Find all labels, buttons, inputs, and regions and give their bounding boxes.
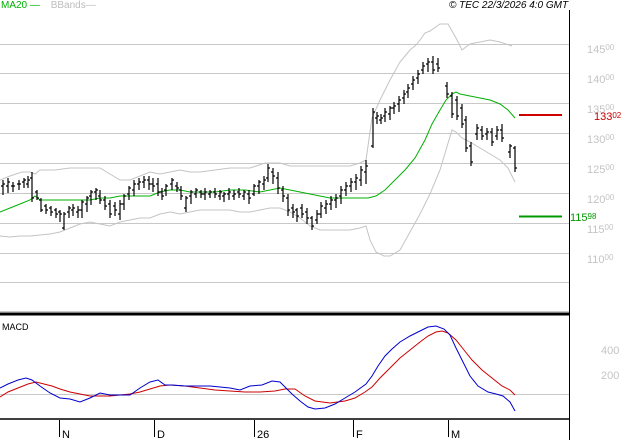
price-axis-labels: 14500 14000 13500 13000 12500 12000 1150… (587, 43, 615, 266)
x-axis-ticks (59, 420, 449, 437)
svg-text:11000: 11000 (587, 253, 614, 266)
macd-signal-line (0, 330, 516, 404)
svg-text:12500: 12500 (587, 163, 615, 176)
y-label-13000: 130 (587, 134, 605, 146)
svg-text:11500: 11500 (587, 223, 614, 236)
svg-text:14500: 14500 (587, 43, 615, 56)
chart-legend: MA20 — BBands— (1, 0, 96, 12)
ma20-line (0, 91, 516, 213)
copyright-timestamp: © TEC 22/3/2026 4:0 GMT (449, 0, 569, 11)
macd-label-200: 200 (601, 370, 619, 382)
bb-upper-line (0, 23, 513, 181)
y-label-13500: 135 (587, 104, 605, 116)
svg-text:13000: 13000 (587, 133, 615, 146)
x-label-2026: 26 (257, 429, 269, 440)
svg-text:14000: 14000 (587, 73, 615, 86)
y-label-11500: 115 (587, 224, 605, 236)
lower-level-label: 11598 (570, 212, 597, 224)
legend-bbands-label: BBands (50, 0, 86, 11)
x-label-nov: N (62, 429, 70, 440)
x-label-feb: F (356, 429, 363, 440)
bb-lower-line (0, 129, 516, 257)
macd-label-400: 400 (601, 345, 619, 357)
svg-text:12000: 12000 (587, 193, 615, 206)
bollinger-bands (0, 23, 516, 257)
y-label-14000: 140 (587, 74, 605, 86)
y-label-11000: 110 (587, 254, 605, 266)
price-gridlines (0, 44, 569, 312)
y-label-12000: 120 (587, 194, 605, 206)
x-label-mar: M (451, 429, 460, 440)
legend-ma20: MA20 — (1, 0, 40, 11)
x-label-dec: D (157, 429, 165, 440)
y-label-12500: 125 (587, 164, 605, 176)
ohlc-bars (1, 56, 517, 230)
legend-bbands: BBands— (50, 0, 96, 11)
legend-ma20-label: MA20 (1, 0, 28, 11)
svg-text:13500: 13500 (587, 103, 615, 116)
y-label-14500: 145 (587, 44, 605, 56)
macd-line (0, 325, 516, 412)
upper-level-label: 13302 (594, 111, 622, 123)
macd-panel-title: MACD (2, 322, 29, 332)
